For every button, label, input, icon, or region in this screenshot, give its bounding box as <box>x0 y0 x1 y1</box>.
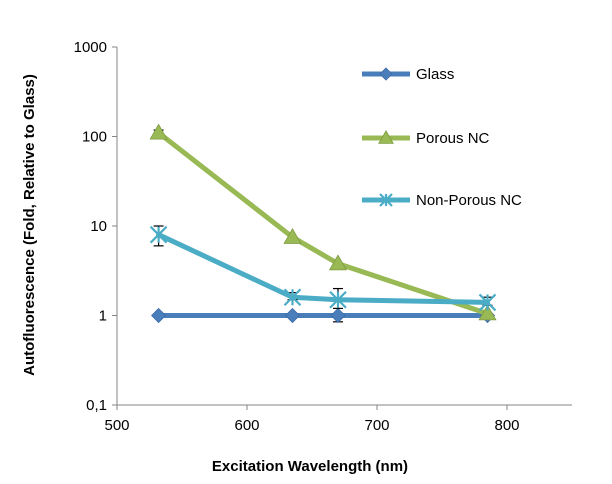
y-tick-label: 0,1 <box>86 397 107 414</box>
legend-label: Glass <box>416 66 454 83</box>
data-point <box>478 304 497 321</box>
legend-label: Non-Porous NC <box>416 192 522 209</box>
y-tick-label: 1 <box>99 308 107 325</box>
series-line <box>156 232 490 305</box>
x-tick-label: 800 <box>494 417 519 434</box>
plot-area <box>149 123 497 324</box>
data-point <box>283 288 302 307</box>
axes: 0,1 1 10 100 1000 500 600 700 800 <box>74 39 572 434</box>
x-tick-label: 600 <box>234 417 259 434</box>
y-tick-label: 1000 <box>74 39 107 56</box>
legend-swatch-marker <box>378 129 394 144</box>
legend-label: Porous NC <box>416 130 490 147</box>
legend: Glass Porous NC Non-Porous NC <box>362 66 522 209</box>
y-tick-label: 10 <box>90 218 107 235</box>
data-point <box>149 123 168 140</box>
legend-entry: Non-Porous NC <box>362 192 522 209</box>
data-point <box>330 307 346 324</box>
data-point <box>151 307 167 324</box>
data-point <box>478 293 497 312</box>
x-tick-label: 700 <box>364 417 389 434</box>
data-point <box>149 225 168 244</box>
data-point <box>284 307 301 324</box>
legend-entry: Porous NC <box>362 129 490 147</box>
x-tick-label: 500 <box>104 417 129 434</box>
data-point <box>328 254 348 271</box>
legend-entry: Glass <box>362 66 454 83</box>
data-point <box>283 227 302 244</box>
y-axis-title: Autofluorescence (Fold, Relative to Glas… <box>21 74 38 376</box>
x-axis-title: Excitation Wavelength (nm) <box>212 458 408 475</box>
data-point <box>329 290 347 309</box>
legend-swatch-marker <box>379 193 393 207</box>
series-non-porous-nc <box>149 225 497 312</box>
legend-swatch-marker <box>379 67 393 81</box>
series-line <box>156 130 490 317</box>
series-glass <box>151 307 496 324</box>
y-tick-label: 100 <box>82 129 107 146</box>
series-porous-nc <box>149 123 497 321</box>
